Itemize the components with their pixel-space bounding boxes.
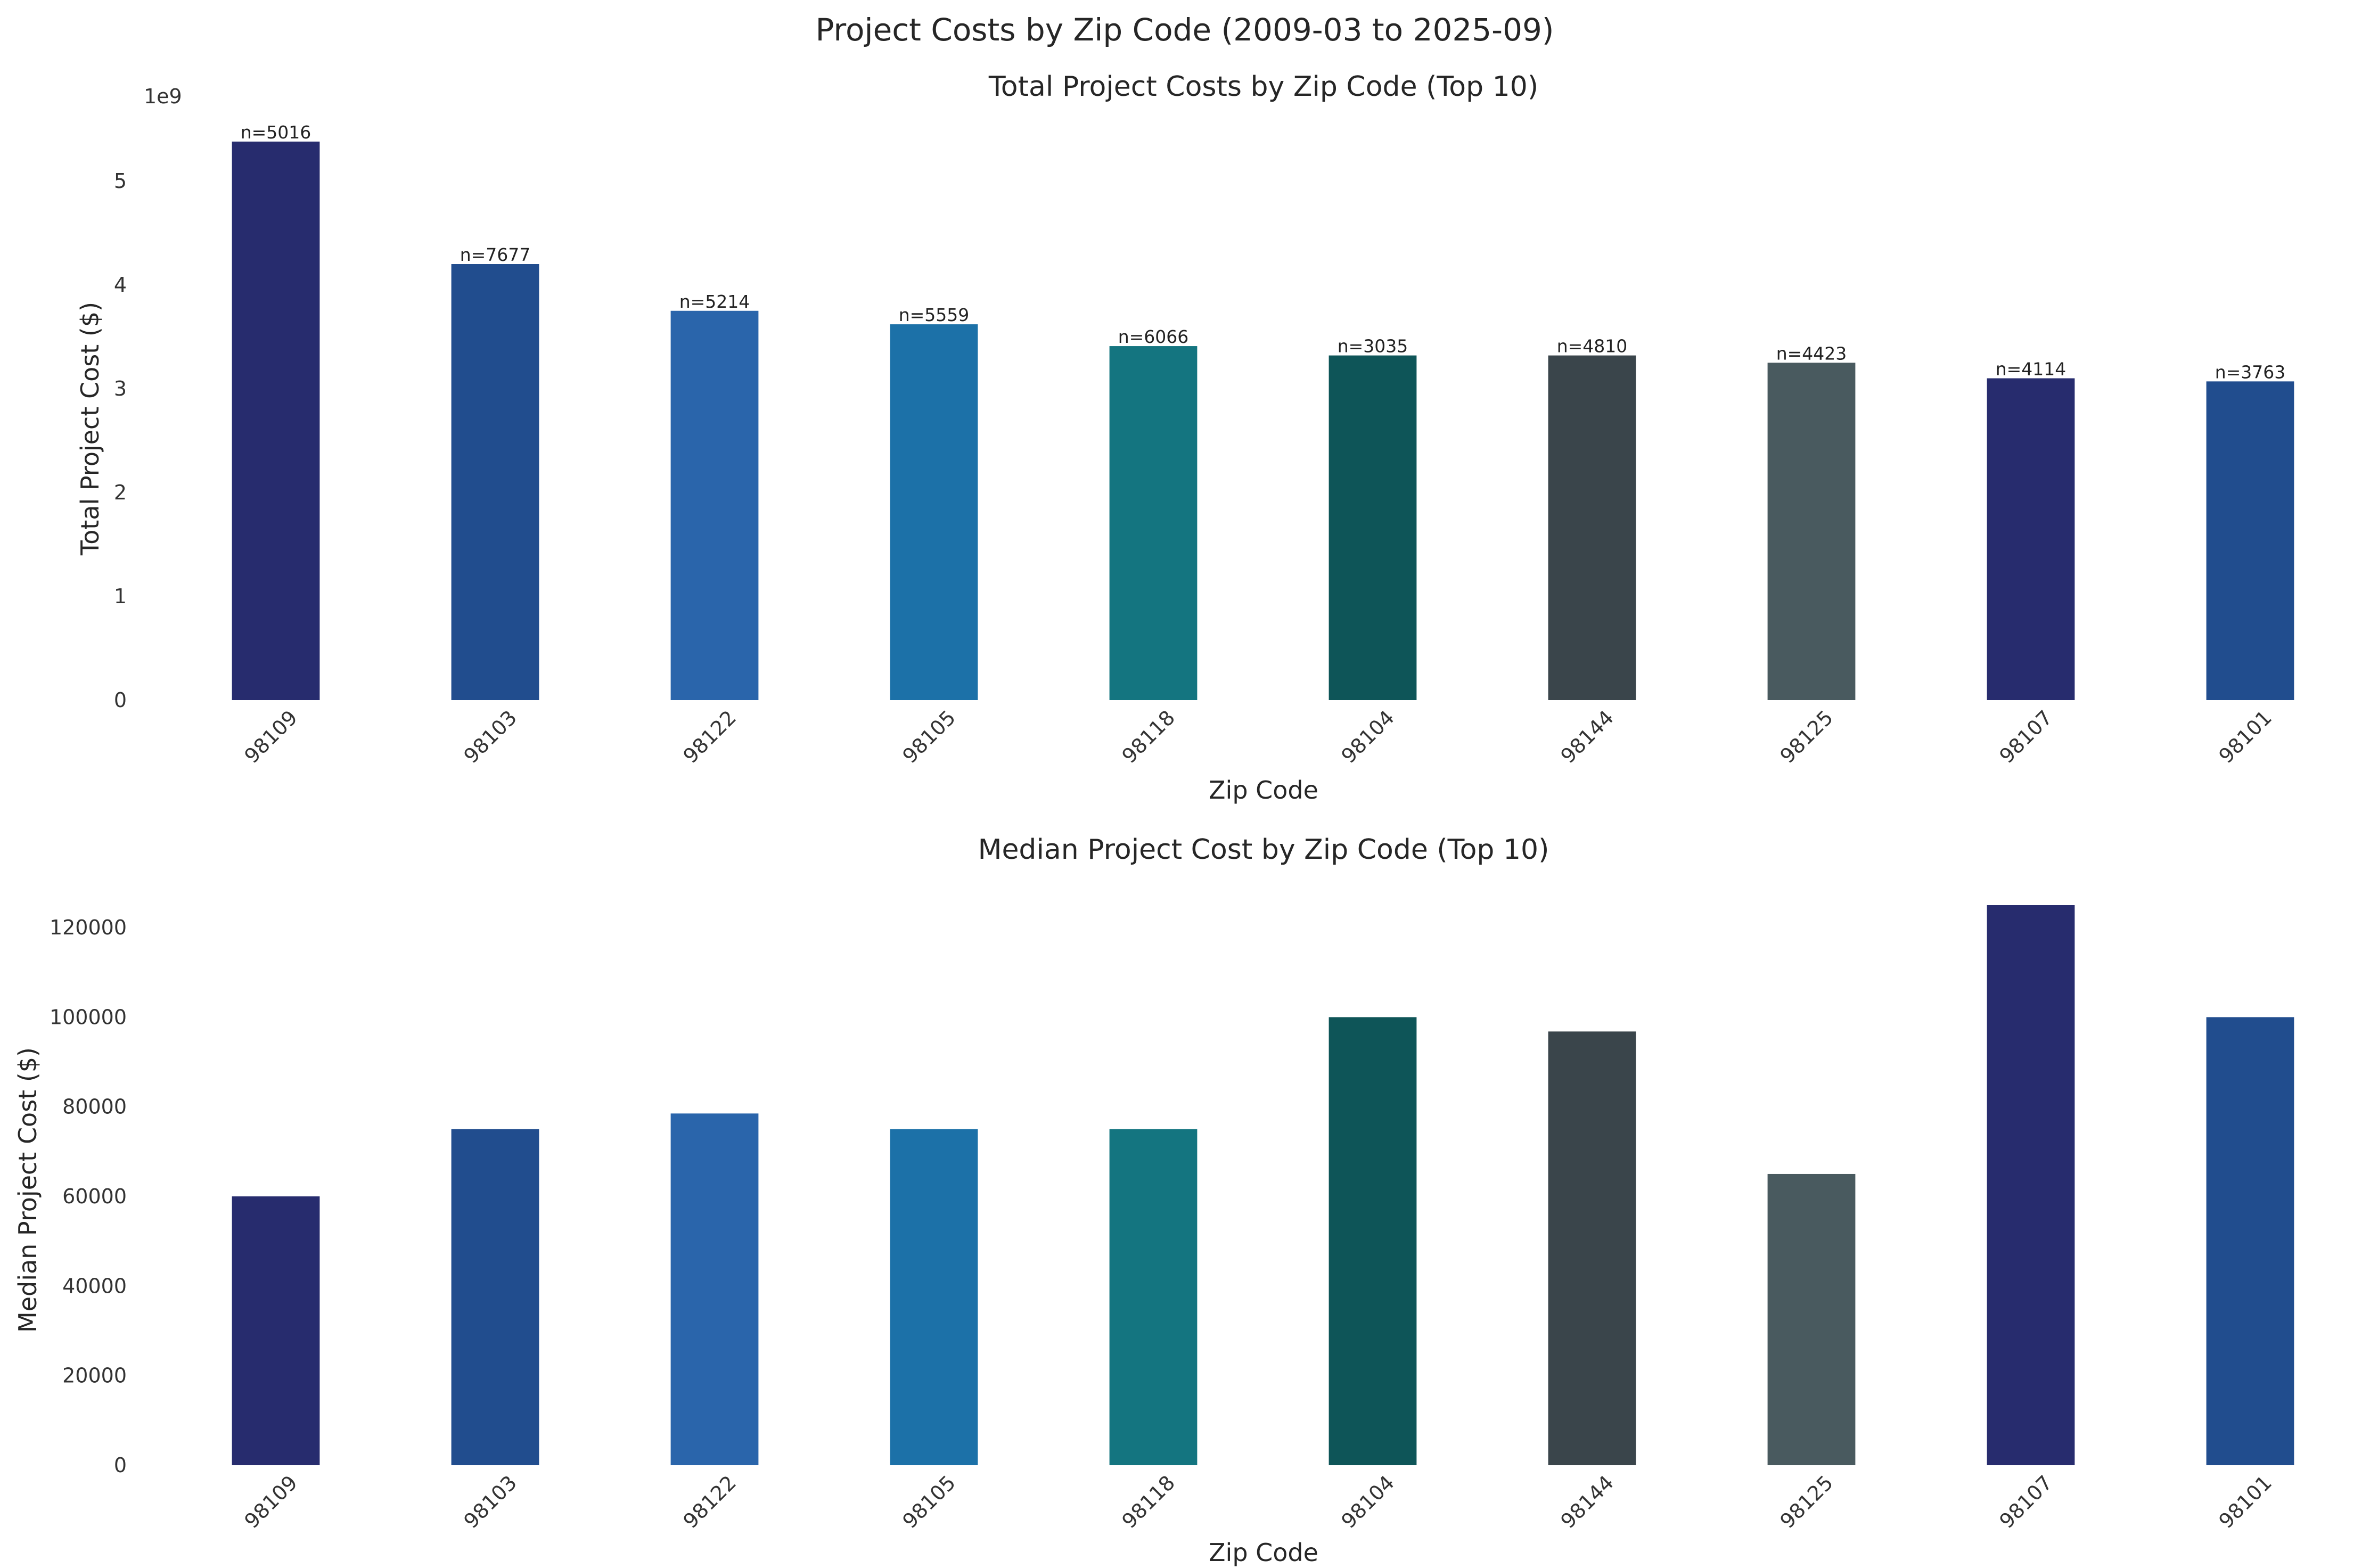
total-cost-y-tick-label: 0 [114, 688, 127, 712]
median-cost-x-tick-label: 98101 [2215, 1471, 2277, 1533]
total-cost-bars [232, 141, 2294, 700]
total-cost-count-label: n=3763 [2215, 362, 2286, 382]
total-cost-x-tick-label: 98103 [460, 706, 522, 768]
median-cost-x-tick-label: 98125 [1776, 1471, 1838, 1533]
median-cost-x-tick-label: 98105 [898, 1471, 961, 1533]
median-cost-y-ticks: 0 20000 40000 60000 80000 100000 120000 [50, 916, 127, 1477]
median-cost-x-tick-label: 98122 [679, 1471, 741, 1533]
median-cost-bar [232, 1196, 320, 1465]
total-cost-bar [1328, 355, 1417, 700]
total-cost-title: Total Project Costs by Zip Code (Top 10) [988, 71, 1538, 103]
median-cost-x-tick-label: 98103 [460, 1471, 522, 1533]
median-cost-bars [232, 905, 2294, 1465]
median-cost-bar [1987, 905, 2075, 1465]
median-cost-y-tick-label: 0 [114, 1454, 127, 1477]
median-cost-x-tick-label: 98107 [1995, 1471, 2057, 1533]
total-cost-y-tick-label: 1 [114, 585, 127, 608]
total-cost-bar [670, 310, 759, 700]
median-cost-x-tick-label: 98144 [1556, 1471, 1619, 1533]
median-cost-y-tick-label: 20000 [62, 1364, 127, 1388]
total-cost-count-label: n=4810 [1557, 336, 1628, 357]
total-cost-x-tick-label: 98144 [1556, 706, 1619, 768]
median-cost-title: Median Project Cost by Zip Code (Top 10) [978, 834, 1549, 866]
total-cost-bar [1109, 346, 1198, 700]
total-cost-count-label: n=4423 [1776, 343, 1847, 364]
total-cost-bar [451, 264, 539, 700]
total-cost-x-ticks: 98109 98103 98122 98105 98118 98104 98144 98125… [240, 706, 2277, 768]
median-cost-y-tick-label: 40000 [62, 1274, 127, 1298]
median-cost-x-tick-label: 98109 [240, 1471, 302, 1533]
total-cost-xlabel: Zip Code [1209, 776, 1318, 804]
median-cost-bar [1328, 1017, 1417, 1465]
total-cost-bar [232, 141, 320, 700]
total-cost-bar [1767, 363, 1856, 700]
total-cost-count-labels: n=5016 n=7677 n=5214 n=5559 n=6066 n=3035 n=48… [241, 122, 2286, 382]
median-cost-bar [1109, 1129, 1198, 1465]
total-cost-x-tick-label: 98104 [1337, 706, 1399, 768]
median-cost-x-ticks: 98109 98103 98122 98105 98118 98104 98144 98125… [240, 1471, 2277, 1533]
total-cost-count-label: n=3035 [1338, 336, 1408, 357]
total-cost-x-tick-label: 98105 [898, 706, 961, 768]
median-cost-y-tick-label: 60000 [62, 1185, 127, 1208]
total-cost-x-tick-label: 98107 [1995, 706, 2057, 768]
total-cost-y-tick-label: 3 [114, 377, 127, 400]
median-cost-bar [2206, 1017, 2294, 1465]
total-cost-x-tick-label: 98109 [240, 706, 302, 768]
median-cost-bar [451, 1129, 539, 1465]
figure-title: Project Costs by Zip Code (2009-03 to 20… [815, 12, 1554, 48]
total-cost-bar [2206, 381, 2294, 700]
median-cost-panel: Median Project Cost by Zip Code (Top 10)… [13, 834, 2294, 1567]
median-cost-y-tick-label: 100000 [50, 1005, 127, 1029]
total-cost-count-label: n=6066 [1118, 326, 1189, 347]
median-cost-bar [1548, 1031, 1636, 1465]
total-cost-ylabel: Total Project Cost ($) [76, 302, 104, 556]
median-cost-x-tick-label: 98104 [1337, 1471, 1399, 1533]
total-cost-y-tick-label: 2 [114, 481, 127, 504]
total-cost-count-label: n=5559 [899, 305, 970, 325]
total-cost-x-tick-label: 98101 [2215, 706, 2277, 768]
total-cost-count-label: n=5016 [241, 122, 311, 143]
median-cost-xlabel: Zip Code [1209, 1538, 1318, 1567]
total-cost-x-tick-label: 98118 [1118, 706, 1180, 768]
total-cost-x-tick-label: 98122 [679, 706, 741, 768]
total-cost-count-label: n=7677 [460, 244, 531, 265]
total-cost-offset-text: 1e9 [144, 85, 182, 108]
total-cost-bar [1987, 378, 2075, 700]
median-cost-bar [890, 1129, 978, 1465]
total-cost-panel: Total Project Costs by Zip Code (Top 10)… [76, 71, 2294, 804]
median-cost-ylabel: Median Project Cost ($) [13, 1047, 42, 1333]
total-cost-bar [890, 324, 978, 700]
median-cost-bar [670, 1113, 759, 1465]
median-cost-y-tick-label: 120000 [50, 916, 127, 939]
median-cost-x-tick-label: 98118 [1118, 1471, 1180, 1533]
total-cost-count-label: n=4114 [1996, 359, 2066, 380]
total-cost-x-tick-label: 98125 [1776, 706, 1838, 768]
total-cost-y-tick-label: 5 [114, 169, 127, 193]
total-cost-y-ticks: 0 1 2 3 4 5 [114, 169, 127, 712]
median-cost-y-tick-label: 80000 [62, 1095, 127, 1119]
total-cost-count-label: n=5214 [679, 291, 750, 312]
total-cost-bar [1548, 355, 1636, 700]
median-cost-bar [1767, 1173, 1856, 1465]
total-cost-y-tick-label: 4 [114, 273, 127, 297]
